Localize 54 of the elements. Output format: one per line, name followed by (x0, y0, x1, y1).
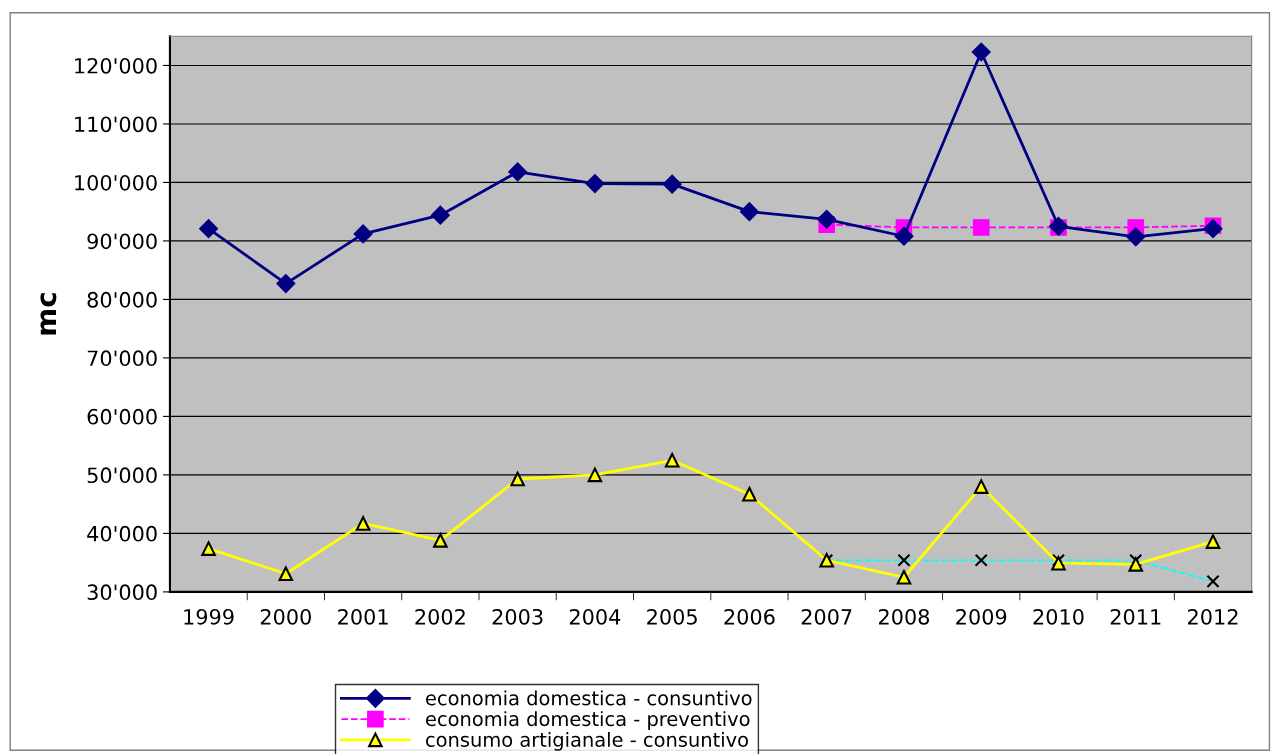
point (430, 205, 450, 225)
y-tick-label: 30'000 (87, 584, 157, 601)
x-tick-label: 2004 (569, 608, 621, 625)
point (664, 452, 680, 468)
x-tick-label: 2002 (415, 608, 465, 625)
point (894, 226, 914, 246)
point (972, 219, 990, 236)
point (278, 566, 294, 582)
point (508, 162, 528, 182)
legend-label: economia domestica - consuntivo (426, 690, 752, 706)
y-tick-label: 90'000 (87, 233, 157, 250)
y-tick-label: 60'000 (87, 408, 157, 425)
y-tick-label: 100'000 (75, 174, 157, 191)
y-tick-label: 50'000 (87, 467, 157, 484)
x-tick-label: 2012 (1188, 608, 1238, 625)
point (973, 479, 989, 494)
x-tick-label: 1999 (184, 608, 234, 625)
point (817, 209, 837, 229)
x-tick-label: 2009 (956, 608, 1007, 625)
x-tick-label: 2003 (492, 608, 543, 625)
y-tick-label: 110'000 (75, 116, 157, 133)
point (742, 486, 757, 502)
y-tick-label: 40'000 (87, 525, 157, 542)
point (355, 516, 371, 531)
point (433, 533, 448, 548)
point (585, 174, 605, 194)
y-tick-label: 70'000 (87, 350, 157, 367)
legend-label: economia domestica - preventivo (426, 711, 750, 730)
x-tick-label: 2005 (647, 608, 697, 625)
point (1051, 555, 1066, 571)
point (1128, 557, 1144, 572)
x-tick-label: 2011 (1110, 608, 1161, 625)
point (510, 471, 525, 487)
x-tick-label: 2010 (1033, 608, 1084, 625)
point (1126, 227, 1146, 247)
y-axis-title: mc (40, 293, 57, 335)
x-tick-label: 2007 (801, 608, 852, 625)
x-tick-label: 2000 (260, 608, 311, 625)
point (353, 224, 373, 244)
point (1205, 534, 1221, 549)
y-tick-label: 80'000 (87, 291, 157, 308)
legend-label: consumo artigianale - consuntivo (426, 731, 748, 751)
point (201, 541, 216, 556)
point (971, 42, 991, 62)
point (662, 174, 682, 194)
x-tick-label: 2008 (878, 608, 930, 625)
x-tick-label: 2006 (724, 608, 775, 625)
point (896, 569, 912, 585)
point (587, 467, 603, 483)
point (199, 219, 219, 239)
point (739, 202, 759, 222)
y-tick-label: 120'000 (75, 57, 157, 74)
point (276, 274, 296, 294)
x-tick-label: 2001 (338, 608, 388, 625)
